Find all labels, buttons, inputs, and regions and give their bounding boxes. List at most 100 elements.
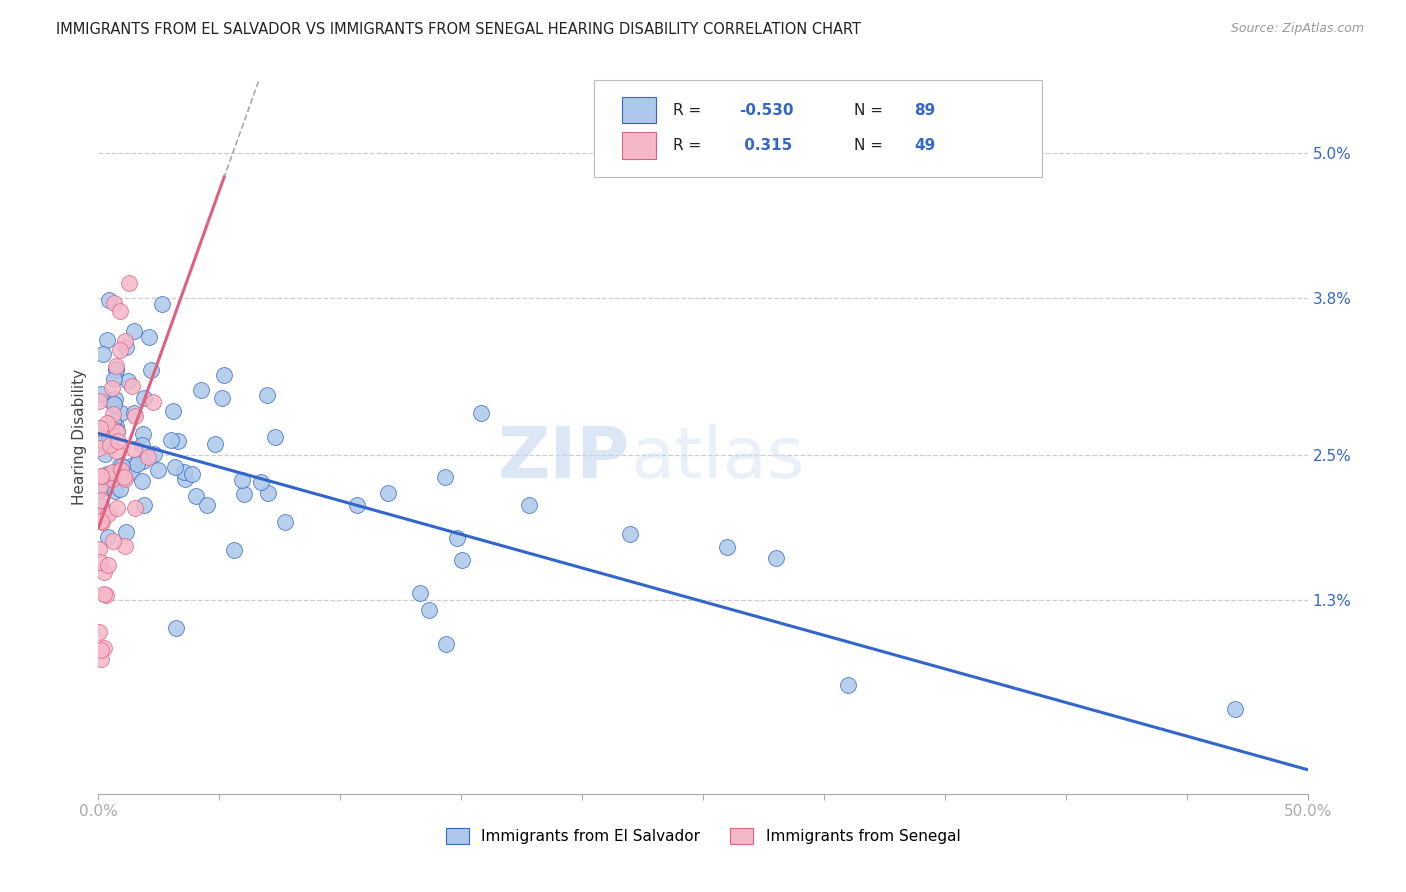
Text: R =: R = xyxy=(672,138,706,153)
Point xyxy=(108,304,131,318)
Text: ZIP: ZIP xyxy=(498,424,630,493)
Point xyxy=(136,450,159,464)
Point xyxy=(93,447,115,461)
Point xyxy=(107,424,129,438)
Point xyxy=(131,474,153,488)
Point xyxy=(111,459,134,474)
Text: Source: ZipAtlas.com: Source: ZipAtlas.com xyxy=(1230,22,1364,36)
Point xyxy=(131,454,153,468)
Point xyxy=(105,362,128,376)
Point xyxy=(1223,702,1246,716)
Point xyxy=(114,334,136,348)
Point xyxy=(97,558,120,572)
Point xyxy=(90,427,112,442)
Point xyxy=(114,472,136,486)
Point xyxy=(124,500,146,515)
Point xyxy=(231,473,253,487)
Point xyxy=(139,363,162,377)
Text: 49: 49 xyxy=(915,138,936,153)
Point xyxy=(90,434,112,448)
Point xyxy=(110,458,132,472)
Point xyxy=(93,565,115,579)
Point xyxy=(418,603,440,617)
Point xyxy=(195,499,218,513)
Point xyxy=(90,421,112,435)
Legend: Immigrants from El Salvador, Immigrants from Senegal: Immigrants from El Salvador, Immigrants … xyxy=(440,822,966,850)
Point xyxy=(167,434,190,448)
Point xyxy=(93,347,115,361)
Point xyxy=(91,434,114,449)
Point xyxy=(91,468,114,483)
Text: R =: R = xyxy=(672,103,706,118)
Point xyxy=(101,414,124,428)
Point xyxy=(90,387,112,401)
Point xyxy=(619,527,641,541)
Point xyxy=(90,469,112,483)
Point xyxy=(121,465,143,479)
Point xyxy=(90,500,112,514)
Point xyxy=(173,472,195,486)
Point xyxy=(146,463,169,477)
Point xyxy=(110,463,132,477)
Point xyxy=(91,515,114,529)
FancyBboxPatch shape xyxy=(621,132,655,159)
Point xyxy=(184,489,207,503)
Point xyxy=(121,379,143,393)
Point xyxy=(103,372,125,386)
Point xyxy=(165,460,187,475)
Point xyxy=(377,486,399,500)
Point xyxy=(250,475,273,489)
Point xyxy=(89,421,111,435)
Point xyxy=(765,550,787,565)
Text: atlas: atlas xyxy=(630,424,804,493)
Point xyxy=(263,430,285,444)
Text: N =: N = xyxy=(855,103,889,118)
Text: IMMIGRANTS FROM EL SALVADOR VS IMMIGRANTS FROM SENEGAL HEARING DISABILITY CORREL: IMMIGRANTS FROM EL SALVADOR VS IMMIGRANT… xyxy=(56,22,862,37)
Point xyxy=(104,419,127,434)
Point xyxy=(98,293,121,307)
Point xyxy=(90,493,112,508)
Point xyxy=(107,434,129,448)
Point xyxy=(346,498,368,512)
Point xyxy=(104,483,127,498)
Point xyxy=(211,391,233,405)
Point xyxy=(96,417,118,431)
Point xyxy=(434,470,457,484)
Point xyxy=(159,433,181,447)
Point xyxy=(112,469,135,483)
Point xyxy=(98,393,121,408)
Point xyxy=(212,368,235,383)
Point xyxy=(93,587,115,601)
Point xyxy=(96,422,118,436)
Point xyxy=(716,540,738,554)
Point xyxy=(101,533,124,548)
Point xyxy=(108,482,131,496)
Point xyxy=(103,396,125,410)
Point xyxy=(104,361,127,376)
Point xyxy=(124,409,146,423)
Point xyxy=(257,486,280,500)
Point xyxy=(89,541,111,556)
Point xyxy=(94,480,117,494)
Point xyxy=(94,588,117,602)
Point xyxy=(89,393,111,408)
Point xyxy=(89,441,111,455)
Point xyxy=(97,530,120,544)
Point xyxy=(114,540,136,554)
Text: 89: 89 xyxy=(915,103,936,118)
Point xyxy=(233,487,256,501)
Point xyxy=(162,404,184,418)
Point xyxy=(451,553,474,567)
Point xyxy=(90,482,112,496)
Point xyxy=(101,408,124,422)
Point xyxy=(98,438,121,452)
Point xyxy=(122,406,145,420)
Text: 0.315: 0.315 xyxy=(740,138,793,153)
Point xyxy=(434,636,457,650)
Point xyxy=(204,437,226,451)
Point xyxy=(104,359,127,373)
Point xyxy=(409,586,432,600)
Point xyxy=(104,392,127,406)
Point xyxy=(837,678,859,692)
Point xyxy=(274,515,297,529)
